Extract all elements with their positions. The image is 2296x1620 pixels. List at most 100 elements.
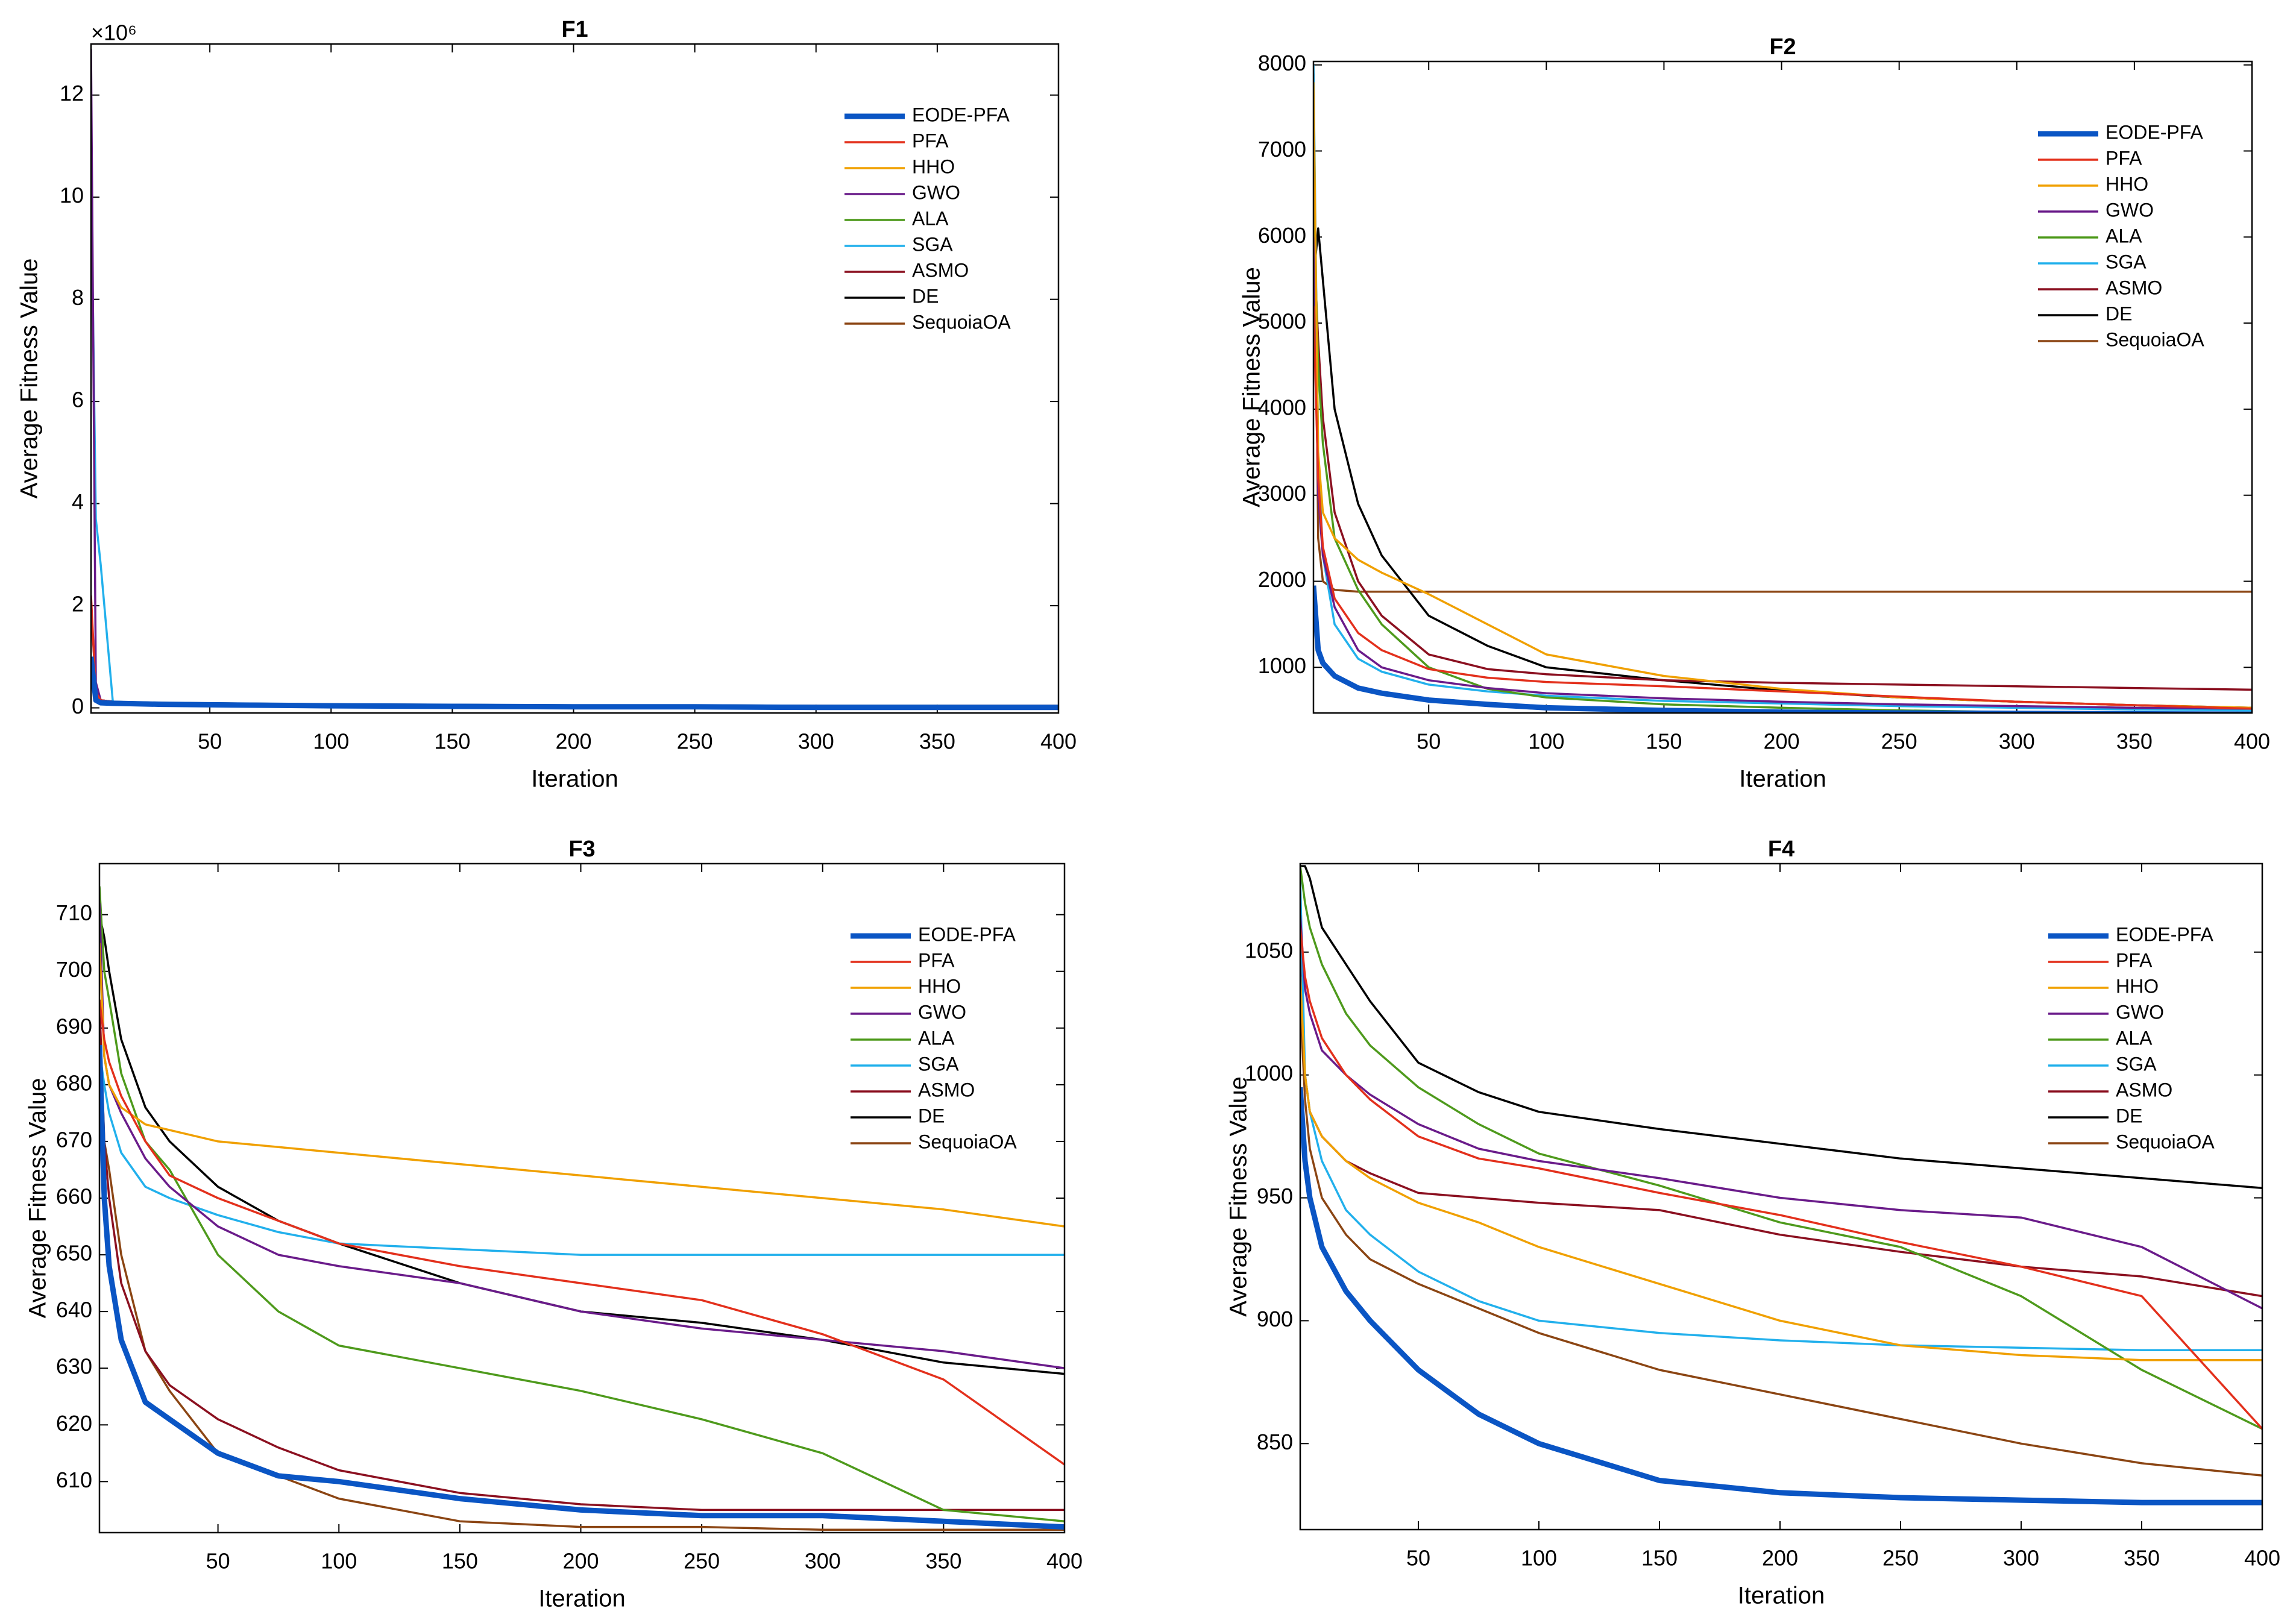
x-tick-label: 250 [1881, 729, 1917, 754]
y-tick-label: 640 [56, 1298, 92, 1322]
legend-label: GWO [2106, 199, 2154, 221]
series-line [1313, 585, 2252, 713]
subplot: F3 Iteration Average Fitness Value 50 100 150… [25, 837, 1083, 1612]
y-tick-label: 5000 [1258, 309, 1306, 334]
y-tick-label: 690 [56, 1014, 92, 1038]
series-line [1300, 1001, 2262, 1477]
y-tick-label: 670 [56, 1127, 92, 1152]
legend-label: EODE-PFA [918, 923, 1016, 945]
y-tick-label: 8000 [1258, 51, 1306, 75]
x-tick-label: 300 [805, 1549, 841, 1574]
y-axis-label: Average Fitness Value [16, 259, 43, 499]
series-line [1300, 1087, 2262, 1505]
series-line [91, 656, 1058, 711]
legend-label: SGA [912, 233, 953, 255]
legend-label: ASMO [2106, 277, 2162, 298]
x-axis-label: Iteration [1738, 1583, 1825, 1609]
series-line [99, 943, 1065, 1228]
axes-box [1312, 60, 2253, 714]
x-tick-label: 350 [919, 729, 955, 754]
series-line [1300, 927, 2262, 1430]
legend-label: ASMO [2116, 1079, 2172, 1100]
x-tick-label: 400 [1046, 1549, 1083, 1574]
legend-label: PFA [912, 130, 949, 151]
legend-label: SequoiaOA [918, 1131, 1017, 1152]
y-tick-label: 1000 [1258, 653, 1306, 678]
legend-label: ASMO [918, 1079, 975, 1100]
series-line [1300, 976, 2262, 1361]
x-tick-label: 200 [1762, 1546, 1798, 1571]
legend-label: DE [2116, 1105, 2142, 1126]
y-tick-label: 4000 [1258, 395, 1306, 419]
x-tick-label: 300 [798, 729, 834, 754]
legend-label: SequoiaOA [912, 311, 1011, 333]
x-tick-label: 50 [1417, 729, 1441, 754]
y-tick-label: 710 [56, 900, 92, 925]
subplot: F2 Iteration Average Fitness Value 50 100 150… [1239, 34, 2270, 793]
legend-label: ALA [2106, 225, 2142, 246]
chart-title: F3 [568, 837, 595, 862]
y-tick-label: 900 [1257, 1307, 1293, 1331]
chart-title: F1 [561, 17, 588, 42]
y-tick-label: 620 [56, 1411, 92, 1436]
chart-title: F4 [1768, 837, 1794, 862]
axes-box [90, 43, 1060, 714]
series-line [1300, 865, 2262, 1430]
series-line [1313, 237, 2252, 691]
x-tick-label: 350 [2124, 1546, 2160, 1571]
series-line [99, 1044, 1065, 1530]
y-axis-label: Average Fitness Value [25, 1078, 51, 1319]
x-tick-label: 100 [321, 1549, 357, 1574]
legend-label: EODE-PFA [912, 104, 1010, 125]
series-line [99, 1050, 1065, 1256]
x-tick-label: 400 [1040, 729, 1077, 754]
x-tick-label: 150 [434, 729, 470, 754]
legend-label: HHO [2106, 173, 2148, 195]
legend-label: ALA [918, 1027, 955, 1049]
series-line [1313, 237, 2252, 710]
y-tick-label: 630 [56, 1354, 92, 1379]
y-tick-label: 1000 [1245, 1061, 1293, 1085]
series-line [1300, 915, 2262, 1310]
x-tick-label: 50 [206, 1549, 230, 1574]
x-tick-label: 300 [2003, 1546, 2039, 1571]
legend-label: HHO [918, 975, 961, 997]
series-line [99, 999, 1065, 1512]
legend-label: ASMO [912, 259, 969, 281]
x-tick-label: 350 [2116, 729, 2153, 754]
x-axis-label: Iteration [1739, 766, 1826, 793]
legend-label: SequoiaOA [2116, 1131, 2215, 1152]
y-tick-label: 950 [1257, 1184, 1293, 1208]
subplot: F1 Iteration Average Fitness Value ×10⁶ 50 10… [16, 17, 1077, 793]
x-tick-label: 350 [925, 1549, 961, 1574]
legend-label: GWO [912, 181, 960, 203]
x-tick-label: 250 [677, 729, 713, 754]
y-tick-label: 4 [72, 489, 84, 514]
legend-label: SequoiaOA [2106, 328, 2204, 350]
y-tick-label: 7000 [1258, 137, 1306, 162]
y-tick-label: 610 [56, 1468, 92, 1492]
series-line [1313, 306, 2252, 710]
x-tick-label: 400 [2244, 1546, 2280, 1571]
legend-label: GWO [2116, 1001, 2164, 1023]
x-tick-label: 50 [1406, 1546, 1430, 1571]
legend-label: DE [918, 1105, 945, 1126]
x-tick-label: 100 [1528, 729, 1564, 754]
y-multiplier: ×10⁶ [91, 20, 137, 45]
y-tick-label: 1050 [1245, 938, 1293, 962]
axes-box [1299, 862, 2263, 1531]
x-tick-label: 100 [313, 729, 349, 754]
legend-label: PFA [918, 949, 955, 971]
series-line [99, 999, 1065, 1466]
x-axis-label: Iteration [531, 766, 618, 793]
x-tick-label: 200 [562, 1549, 599, 1574]
legend-label: ALA [2116, 1027, 2153, 1049]
legend-label: SGA [2106, 251, 2147, 272]
legend-label: PFA [2116, 949, 2153, 971]
x-axis-label: Iteration [538, 1586, 626, 1612]
chart-title: F2 [1769, 34, 1796, 60]
y-tick-label: 700 [56, 957, 92, 982]
legend-label: HHO [2116, 975, 2159, 997]
